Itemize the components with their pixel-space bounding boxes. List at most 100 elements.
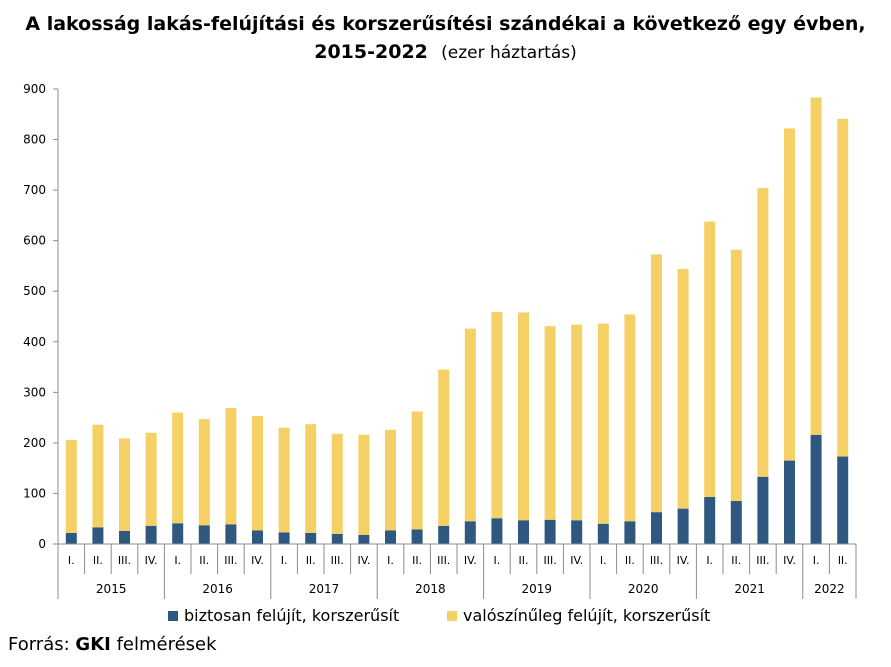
bar-probable xyxy=(385,429,396,531)
bar-probable xyxy=(597,323,609,524)
year-label: 2020 xyxy=(628,582,659,596)
bar-probable xyxy=(331,433,343,534)
stacked-bar-chart: 0 100 200 300 400 500 600 700 800 900 I. II. III. IV.… xyxy=(23,82,857,625)
quarter-label: II. xyxy=(93,554,103,567)
quarter-label: III. xyxy=(650,554,663,567)
quarter-label: I. xyxy=(600,554,607,567)
quarter-label: I. xyxy=(174,554,181,567)
y-tick-label: 700 xyxy=(23,183,46,197)
bar-probable xyxy=(730,249,742,502)
quarter-label: IV. xyxy=(570,554,583,567)
bar-certain xyxy=(464,521,476,544)
bar-probable xyxy=(704,221,716,497)
bar-probable xyxy=(278,427,290,533)
bar-probable xyxy=(810,97,822,435)
quarter-label: I. xyxy=(68,554,75,567)
title-years: 2015-2022 xyxy=(314,41,428,63)
bar-probable xyxy=(491,311,503,519)
year-label: 2017 xyxy=(309,582,340,596)
source-suffix: felmérések xyxy=(116,634,217,655)
bar-certain xyxy=(411,529,423,544)
quarter-label: II. xyxy=(625,554,635,567)
y-tick-label: 100 xyxy=(23,486,46,500)
bar-probable xyxy=(438,369,450,526)
y-tick-label: 300 xyxy=(23,385,46,399)
bar-probable xyxy=(92,424,104,528)
source-org: GKI xyxy=(75,634,111,655)
bar-certain xyxy=(305,532,317,544)
bar-certain xyxy=(172,523,184,544)
y-tick-label: 0 xyxy=(38,537,46,551)
quarter-label: II. xyxy=(519,554,529,567)
bar-probable xyxy=(544,326,556,520)
quarter-label: IV. xyxy=(464,554,477,567)
quarter-label: III. xyxy=(118,554,131,567)
source-note: Forrás: GKI felmérések xyxy=(8,634,217,655)
bar-certain xyxy=(65,532,77,544)
bar-probable xyxy=(145,432,157,526)
bar-probable xyxy=(571,324,583,521)
title-unit: (ezer háztartás) xyxy=(441,43,577,63)
legend-swatch-certain xyxy=(168,611,178,621)
legend-label-probable: valószínűleg felújít, korszerűsít xyxy=(463,606,710,625)
quarter-label: III. xyxy=(437,554,450,567)
year-label: 2018 xyxy=(415,582,446,596)
bar-probable xyxy=(225,408,237,525)
bar-certain xyxy=(571,520,583,544)
bar-certain xyxy=(145,525,157,544)
bar-certain xyxy=(198,525,210,544)
bar-probable xyxy=(252,416,263,531)
quarter-label: II. xyxy=(838,554,848,567)
quarter-label: IV. xyxy=(357,554,370,567)
bar-certain xyxy=(544,519,556,544)
bar-certain xyxy=(651,512,662,544)
bar-certain xyxy=(810,434,822,544)
quarter-label: IV. xyxy=(783,554,796,567)
quarter-label: I. xyxy=(813,554,820,567)
quarter-label: II. xyxy=(306,554,316,567)
bar-probable xyxy=(464,328,476,522)
bar-certain xyxy=(677,508,689,544)
year-label: 2019 xyxy=(522,582,553,596)
bar-certain xyxy=(278,532,290,544)
quarter-label: IV. xyxy=(251,554,264,567)
bar-certain xyxy=(757,476,769,544)
bar-certain xyxy=(518,520,529,544)
bar-probable xyxy=(757,188,769,477)
quarter-label: III. xyxy=(543,554,556,567)
bar-certain xyxy=(331,533,343,544)
bar-certain xyxy=(225,524,237,544)
bar-probable xyxy=(411,411,423,530)
year-label: 2022 xyxy=(814,582,845,596)
chart-title: A lakosság lakás-felújítási és korszerűs… xyxy=(0,10,891,67)
title-line-1: A lakosság lakás-felújítási és korszerűs… xyxy=(25,13,866,35)
y-tick-label: 900 xyxy=(23,82,46,96)
quarter-label: I. xyxy=(387,554,394,567)
year-label: 2021 xyxy=(734,582,765,596)
bar-certain xyxy=(438,525,450,544)
title-line-2: 2015-2022 (ezer háztartás) xyxy=(0,38,891,67)
quarter-label: II. xyxy=(199,554,209,567)
bar-probable xyxy=(651,254,662,513)
bar-certain xyxy=(358,534,370,544)
bar-certain xyxy=(252,530,263,544)
legend-swatch-probable xyxy=(447,611,457,621)
bar-probable xyxy=(305,424,317,533)
bar-certain xyxy=(784,460,795,544)
bar-probable xyxy=(198,419,210,526)
quarter-label: IV. xyxy=(677,554,690,567)
bar-probable xyxy=(677,268,689,509)
bar-certain xyxy=(92,527,104,544)
year-label: 2016 xyxy=(202,582,233,596)
quarter-label: I. xyxy=(281,554,288,567)
legend-label-certain: biztosan felújít, korszerűsít xyxy=(184,606,399,625)
bar-probable xyxy=(65,439,77,533)
y-tick-label: 400 xyxy=(23,335,46,349)
bar-certain xyxy=(119,530,130,544)
quarter-label: II. xyxy=(731,554,741,567)
quarter-label: III. xyxy=(224,554,237,567)
bar-certain xyxy=(491,518,503,544)
bar-certain xyxy=(624,521,636,544)
bar-probable xyxy=(518,312,529,521)
bar-probable xyxy=(172,412,184,524)
